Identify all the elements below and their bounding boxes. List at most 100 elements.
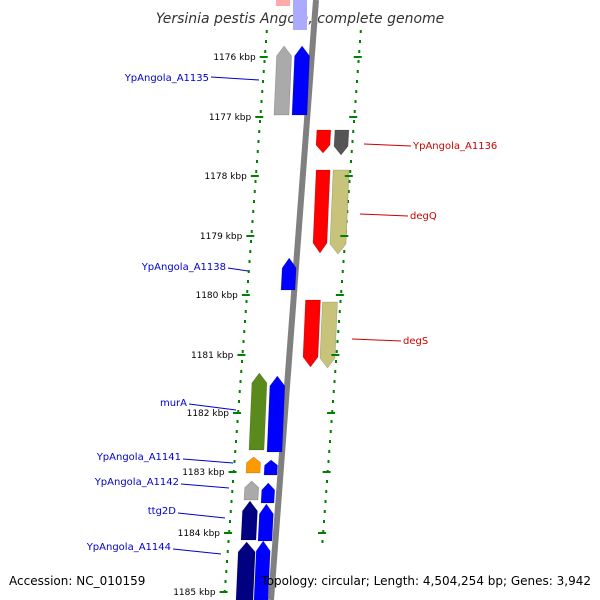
accession-text: Accession: NC_010159 xyxy=(9,574,146,588)
tick-dot xyxy=(232,480,234,483)
tick-dot xyxy=(244,320,246,323)
tick-dot xyxy=(353,110,356,113)
gene-ttg2d-navy xyxy=(240,500,258,541)
tick-dot xyxy=(264,50,267,53)
tick-dot xyxy=(253,200,255,203)
gene-a1144-blue xyxy=(253,540,271,600)
tick-mark xyxy=(327,412,336,414)
tick-dot xyxy=(333,380,336,383)
tick-dot xyxy=(342,260,345,263)
tick-dot xyxy=(262,80,264,83)
tick-dot xyxy=(240,370,243,373)
gene-label: degS xyxy=(403,336,428,347)
tick-dot xyxy=(260,100,263,103)
tick-dot xyxy=(335,350,338,353)
tick-dot xyxy=(247,280,249,283)
tick-dot xyxy=(352,130,355,133)
tick-dot xyxy=(259,120,261,123)
tick-dot xyxy=(230,500,233,503)
tick-dot xyxy=(356,70,359,73)
tick-dot xyxy=(249,250,252,253)
gene-mura-olive xyxy=(248,372,268,451)
tick-dot xyxy=(238,390,241,393)
label-leader-line xyxy=(359,213,409,217)
tick-mark xyxy=(340,235,349,237)
tick-dot xyxy=(227,540,230,543)
gene-label: YpAngola_A1144 xyxy=(86,542,171,553)
tick-dot xyxy=(229,520,231,523)
genome-backbone xyxy=(268,0,319,600)
tick-dot xyxy=(347,200,349,203)
tick-dot xyxy=(336,340,339,343)
tick-dot xyxy=(246,290,249,293)
tick-dot xyxy=(236,420,239,423)
tick-dot xyxy=(238,400,240,403)
tick-dot xyxy=(262,70,265,73)
gene-features xyxy=(235,0,350,600)
gene-a1141-orange xyxy=(245,456,261,474)
tick-label: 1185 kbp xyxy=(173,588,216,598)
tick-dot xyxy=(348,180,351,183)
tick-dot xyxy=(250,230,253,233)
tick-dot xyxy=(351,140,354,143)
tick-mark xyxy=(349,116,358,118)
tick-dot xyxy=(329,440,331,443)
tick-label: 1183 kbp xyxy=(182,468,225,478)
tick-dot xyxy=(323,510,326,513)
tick-mark xyxy=(237,354,246,356)
gene-label: YpAngola_A1138 xyxy=(141,262,226,273)
tick-dot xyxy=(329,430,332,433)
tick-dot xyxy=(251,220,254,223)
gene-a1136-red xyxy=(315,129,332,154)
tick-mark xyxy=(335,294,344,296)
gene-label: YpAngola_A1141 xyxy=(96,452,181,463)
label-leader-line xyxy=(188,403,237,411)
tick-dot xyxy=(241,360,243,363)
gene-a1138-blue xyxy=(280,257,297,291)
tick-dot xyxy=(237,410,240,413)
tick-dot xyxy=(325,490,328,493)
tick-dot xyxy=(359,40,361,43)
tick-mark xyxy=(318,532,327,534)
tick-dot xyxy=(323,520,325,523)
tick-dot xyxy=(242,340,245,343)
tick-mark xyxy=(250,175,259,177)
tick-dot xyxy=(321,540,324,543)
tick-dot xyxy=(353,120,355,123)
tick-dot xyxy=(228,530,231,533)
tick-dot xyxy=(258,130,261,133)
tick-dot xyxy=(337,330,340,333)
tick-dot xyxy=(356,80,358,83)
tick-dot xyxy=(357,60,360,63)
gene-a1142-blue xyxy=(260,482,276,504)
gene-label: degQ xyxy=(410,211,437,222)
tick-dot xyxy=(233,460,236,463)
label-leader-line xyxy=(177,512,226,519)
label-leader-line xyxy=(172,548,222,555)
tick-dot xyxy=(265,30,268,33)
tick-dot xyxy=(257,140,260,143)
gene-degs-red xyxy=(302,299,321,368)
tick-dot xyxy=(332,390,335,393)
tick-dot xyxy=(245,300,248,303)
tick-dot xyxy=(350,160,352,163)
tick-dot xyxy=(359,30,362,33)
gene-label: YpAngola_A1142 xyxy=(94,477,179,488)
tick-dot xyxy=(248,260,251,263)
tick-label: 1176 kbp xyxy=(213,53,256,63)
gene-degq-khaki xyxy=(329,169,350,255)
label-leader-line xyxy=(182,458,234,464)
tick-mark xyxy=(344,175,353,177)
tick-dot xyxy=(330,420,333,423)
tick-dot xyxy=(225,570,228,573)
gene-degs-khaki xyxy=(319,301,338,369)
gene-fragment-red xyxy=(276,0,290,6)
tick-dot xyxy=(256,160,258,163)
tick-dot xyxy=(332,400,334,403)
label-leader-line xyxy=(227,267,249,272)
tick-dot xyxy=(338,310,341,313)
gene-a1144-navy xyxy=(235,541,256,600)
tick-mark xyxy=(331,354,340,356)
tick-mark xyxy=(219,591,228,593)
gene-label: murA xyxy=(160,398,187,409)
